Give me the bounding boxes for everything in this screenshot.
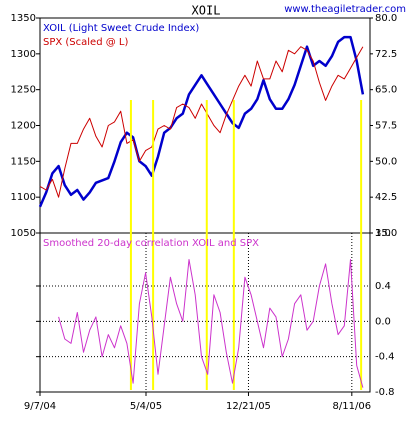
y-tick-label: 1.0 [375, 228, 391, 239]
y-tick-label: 0.0 [375, 316, 391, 327]
source: www.theagiletrader.com [284, 4, 406, 15]
x-tick-label: 9/7/04 [24, 401, 56, 412]
legend-label: XOIL (Light Sweet Crude Index) [43, 23, 199, 34]
legend-label: Smoothed 20-day correlation XOIL and SPX [43, 238, 259, 249]
y-tick-label: 1050 [11, 228, 36, 239]
y-tick-label: 1100 [11, 192, 36, 203]
chart-title: XOIL [192, 4, 221, 18]
x-tick-label: 8/11/06 [333, 401, 372, 412]
y-tick-label: 0.4 [375, 281, 391, 292]
y2-tick-label: 65.0 [375, 85, 397, 96]
y2-tick-label: 50.0 [375, 156, 397, 167]
x-tick-label: 5/4/05 [130, 401, 162, 412]
y-tick-label: 1200 [11, 121, 36, 132]
y2-tick-label: 42.5 [375, 192, 397, 203]
x-tick-label: 12/21/05 [226, 401, 271, 412]
y2-tick-label: 80.0 [375, 13, 397, 24]
plot-area [39, 232, 371, 393]
y-tick-label: 1300 [11, 49, 36, 60]
y-tick-label: 1150 [11, 156, 36, 167]
legend-label: SPX (Scaled @ L) [43, 37, 128, 48]
y-tick-label: -0.4 [375, 352, 395, 363]
y-tick-label: 1250 [11, 85, 36, 96]
series-line [39, 46, 364, 198]
y-tick-label: 1350 [11, 13, 36, 24]
y2-tick-label: 35.0 [375, 228, 397, 239]
series-line [58, 259, 364, 388]
y2-tick-label: 72.5 [375, 49, 397, 60]
y2-tick-label: 57.5 [375, 121, 397, 132]
plot-area [39, 17, 371, 234]
y-tick-label: -0.8 [375, 387, 395, 398]
